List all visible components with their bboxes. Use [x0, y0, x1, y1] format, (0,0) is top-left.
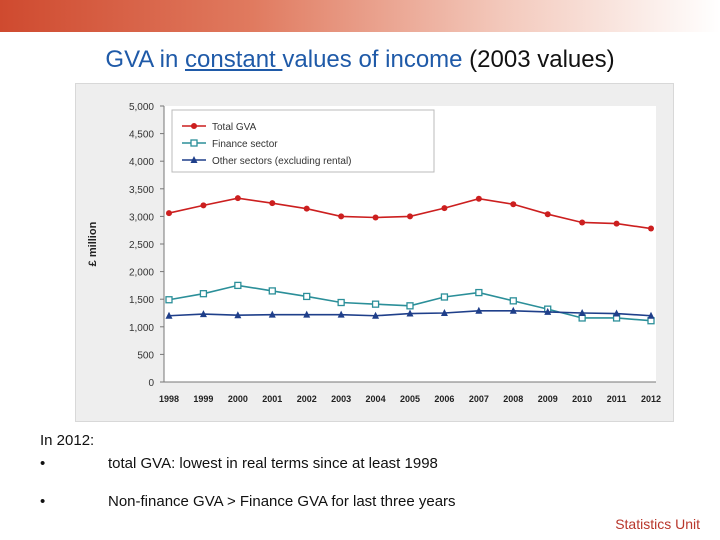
data-point: [338, 213, 345, 220]
data-point: [407, 213, 413, 220]
title-part-3: values of income: [282, 46, 463, 73]
data-point: [509, 306, 517, 314]
data-point: [372, 311, 380, 319]
summary-intro: In 2012:: [40, 432, 95, 449]
x-tick-label: 2002: [297, 394, 317, 404]
chart-panel: 0 500 1,000 1,500 2,000 2,500 3,000 3,500 4,000 4…: [75, 83, 674, 422]
bullet-text: total GVA: lowest in real terms since at…: [108, 455, 438, 472]
data-point: [200, 202, 207, 209]
data-point: [269, 200, 276, 207]
y-tick-label: 4,500: [129, 130, 154, 141]
data-point: [648, 225, 654, 232]
x-tick-label: 2008: [503, 394, 523, 404]
data-point: [165, 311, 173, 319]
data-point: [510, 201, 517, 208]
legend-label: Total GVA: [212, 122, 257, 133]
x-tick-label: 2004: [366, 394, 386, 404]
legend-marker: [190, 139, 198, 147]
x-tick-label: 2007: [469, 394, 489, 404]
x-tick-label: 2009: [538, 394, 558, 404]
data-point: [372, 214, 379, 221]
x-tick-label: 2012: [641, 394, 661, 404]
legend-box: [171, 109, 435, 173]
data-point: [647, 311, 655, 319]
data-point: [613, 220, 620, 227]
data-point: [406, 302, 414, 310]
data-point: [337, 310, 345, 318]
data-point: [303, 205, 310, 212]
data-point: [371, 300, 380, 308]
legend-label: Other sectors (excluding rental): [212, 156, 352, 167]
data-point: [303, 310, 311, 318]
data-point: [475, 306, 483, 314]
y-tick-label: 2,000: [129, 268, 154, 279]
x-tick-label: 2011: [607, 394, 627, 404]
x-tick-label: 2003: [331, 394, 351, 404]
data-point: [440, 293, 449, 301]
y-tick-label: 0: [148, 378, 154, 389]
x-tick-label: 1999: [193, 394, 213, 404]
slide-title: GVA in constant values of income (2003 v…: [0, 46, 720, 74]
data-point: [613, 309, 621, 317]
bullet-text: Non-finance GVA > Finance GVA for last t…: [108, 493, 456, 510]
data-point: [234, 311, 242, 319]
bullet-marker: •: [40, 455, 46, 472]
y-tick-label: 2,500: [129, 240, 154, 251]
y-tick-label: 4,000: [129, 157, 154, 168]
y-tick-label: 3,000: [129, 212, 154, 223]
legend-label: Finance sector: [212, 139, 278, 150]
y-tick-label: 3,500: [129, 185, 154, 196]
data-point: [579, 219, 586, 226]
data-point: [166, 210, 172, 217]
bullet-marker: •: [40, 493, 46, 510]
title-part-year: (2003 values): [462, 46, 615, 73]
x-tick-label: 2006: [434, 394, 454, 404]
data-point: [544, 211, 551, 218]
title-accent-bar: [0, 0, 720, 32]
title-part-constant: constant: [185, 46, 283, 73]
data-point: [337, 298, 345, 307]
legend-marker: [191, 123, 197, 129]
data-point: [268, 310, 276, 318]
data-point: [475, 288, 483, 297]
y-tick-label: 5,000: [129, 102, 154, 113]
data-point: [199, 290, 208, 298]
footer-label: Statistics Unit: [615, 516, 700, 532]
x-tick-label: 2001: [262, 394, 282, 404]
data-point: [303, 292, 311, 301]
summary-block: In 2012: • total GVA: lowest in real ter…: [40, 432, 456, 531]
data-point: [268, 287, 276, 295]
y-tick-label: 500: [137, 350, 154, 361]
summary-bullet: • Non-finance GVA > Finance GVA for last…: [40, 493, 456, 517]
data-point: [441, 205, 448, 212]
x-tick-label: 1998: [159, 394, 179, 404]
y-tick-label: 1,500: [129, 295, 154, 306]
data-point: [234, 195, 241, 202]
data-point: [199, 310, 207, 318]
x-tick-label: 2005: [400, 394, 420, 404]
data-point: [234, 281, 242, 290]
summary-bullet: • total GVA: lowest in real terms since …: [40, 455, 438, 479]
x-tick-label: 2010: [572, 394, 592, 404]
data-point: [544, 307, 552, 315]
x-tick-label: 2000: [228, 394, 248, 404]
title-part-1: GVA in: [105, 46, 185, 73]
data-point: [475, 195, 482, 202]
data-point: [578, 309, 586, 316]
y-tick-label: 1,000: [129, 323, 154, 334]
data-point: [440, 309, 448, 316]
data-point: [509, 297, 517, 305]
gva-line-chart: 0 500 1,000 1,500 2,000 2,500 3,000 3,500 4,000 4…: [87, 102, 661, 404]
data-point: [165, 296, 173, 304]
y-axis-title: £ million: [87, 221, 99, 266]
legend-marker: [190, 156, 198, 163]
data-point: [406, 309, 414, 317]
